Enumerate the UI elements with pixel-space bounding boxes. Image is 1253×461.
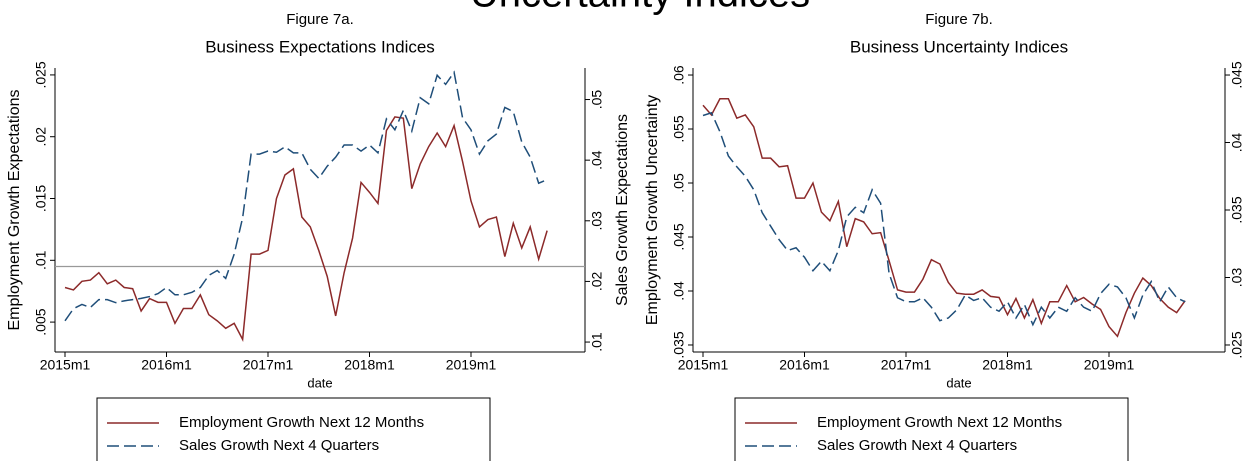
y2-tick-label: .035 [1229, 196, 1245, 223]
series-line [64, 116, 548, 342]
y-tick-label: .04 [671, 281, 687, 301]
legend-box [734, 397, 1129, 461]
legend-label: Sales Growth Next 4 Quarters [817, 437, 1017, 454]
x-tick-label: 2017m1 [881, 357, 932, 373]
x-tick-label: 2016m1 [779, 357, 830, 373]
y2-tick-label: .04 [1229, 133, 1245, 153]
y-tick-label: .025 [33, 61, 49, 88]
x-tick-label: 2019m1 [446, 357, 497, 373]
y2-tick-label: .025 [1229, 331, 1245, 358]
y-tick-label: .02 [33, 127, 49, 147]
y2-tick-label: .02 [589, 271, 605, 291]
figure-label: Figure 7a. [286, 11, 354, 28]
y2-tick-label: .03 [1229, 268, 1245, 288]
figure-label: Figure 7b. [925, 11, 993, 28]
legend-label: Sales Growth Next 4 Quarters [179, 437, 379, 454]
y-tick-label: .045 [671, 223, 687, 250]
y2-tick-label: .05 [589, 90, 605, 110]
y-axis-label: Employment Growth Expectations [6, 90, 23, 331]
y-axis-label: Employment Growth Uncertainty [644, 95, 661, 325]
y2-axis-label: Sales Growth Expectations [614, 114, 631, 306]
series-line [702, 98, 1186, 338]
x-tick-label: 2018m1 [982, 357, 1033, 373]
y-tick-label: .035 [671, 331, 687, 358]
series-line [702, 111, 1186, 327]
x-tick-label: 2016m1 [141, 357, 192, 373]
y-tick-label: .01 [33, 250, 49, 270]
x-tick-label: 2015m1 [678, 357, 729, 373]
series-line [64, 70, 548, 322]
legend-label: Employment Growth Next 12 Months [179, 414, 424, 431]
x-axis-label: date [946, 375, 971, 390]
y-tick-label: .015 [33, 185, 49, 212]
x-axis-label: date [307, 375, 332, 390]
x-tick-label: 2015m1 [40, 357, 91, 373]
x-tick-label: 2017m1 [243, 357, 294, 373]
legend-box [96, 397, 491, 461]
y2-tick-label: .045 [1229, 61, 1245, 88]
chart-title: Business Expectations Indices [205, 37, 435, 56]
x-tick-label: 2019m1 [1084, 357, 1135, 373]
chart-title: Business Uncertainty Indices [850, 37, 1068, 56]
legend-label: Employment Growth Next 12 Months [817, 414, 1062, 431]
heading: Uncertainty Indices [470, 0, 810, 16]
y-tick-label: .005 [33, 308, 49, 335]
y-tick-label: .05 [671, 173, 687, 193]
y2-tick-label: .03 [589, 211, 605, 231]
x-tick-label: 2018m1 [344, 357, 395, 373]
y-tick-label: .06 [671, 65, 687, 85]
y-tick-label: .055 [671, 115, 687, 142]
y2-tick-label: .01 [589, 332, 605, 352]
y2-tick-label: .04 [589, 150, 605, 170]
